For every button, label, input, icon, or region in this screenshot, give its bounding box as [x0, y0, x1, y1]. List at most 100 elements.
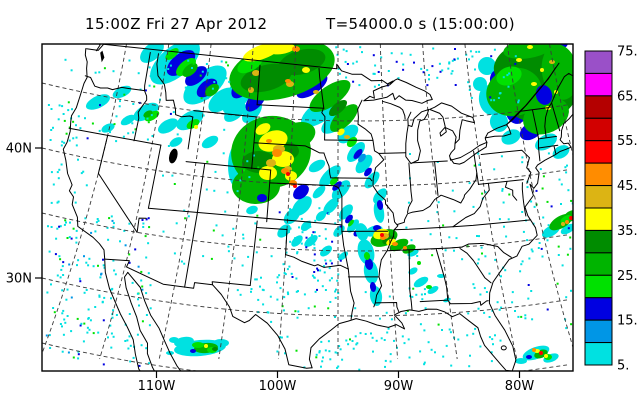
precip-speckle	[162, 174, 164, 177]
precip-speckle	[144, 89, 147, 92]
precip-speckle	[488, 272, 491, 275]
precip-speckle	[352, 347, 355, 350]
precip-speckle	[64, 58, 67, 61]
precip-speckle	[355, 60, 358, 63]
border-coast-line	[396, 172, 478, 225]
precip-speckle	[490, 99, 493, 102]
precip-speckle	[270, 255, 273, 258]
precip-blob	[213, 339, 229, 347]
precip-speckle	[376, 290, 378, 293]
border-coast-line	[393, 226, 454, 231]
precip-speckle	[94, 306, 97, 308]
precip-blob	[348, 219, 354, 227]
precip-speckle	[558, 178, 561, 181]
precip-speckle	[352, 80, 355, 83]
precip-speckle	[58, 104, 61, 107]
precip-speckle	[505, 235, 508, 238]
precip-speckle	[321, 285, 324, 288]
precip-speckle	[109, 324, 112, 327]
precip-speckle	[210, 257, 213, 260]
precip-speckle	[507, 218, 510, 221]
border-coast-line	[256, 64, 261, 106]
precip-speckle	[50, 201, 53, 204]
precip-speckle	[129, 344, 132, 347]
colorbar-cell	[584, 319, 613, 344]
precip-speckle	[80, 322, 83, 325]
puget-sound-detail	[100, 50, 105, 63]
precip-speckle	[213, 139, 216, 142]
precip-speckle	[519, 270, 522, 273]
precip-speckle	[501, 188, 504, 190]
precip-speckle	[328, 267, 331, 270]
precip-speckle	[68, 139, 71, 142]
precip-speckle	[247, 255, 250, 258]
precip-speckle	[206, 97, 209, 100]
precip-speckle	[339, 348, 342, 351]
precip-speckle	[415, 293, 418, 296]
precip-speckle	[132, 103, 135, 105]
precip-speckle	[62, 333, 65, 336]
precip-speckle	[90, 231, 93, 234]
precip-speckle	[522, 230, 525, 233]
precip-speckle	[77, 353, 80, 356]
precip-blob	[330, 104, 358, 132]
precip-speckle	[335, 288, 337, 291]
precip-speckle	[180, 260, 183, 263]
precip-speckle	[316, 288, 318, 291]
precip-speckle	[209, 68, 212, 71]
precip-speckle	[77, 350, 80, 353]
precip-speckle	[172, 111, 175, 114]
precip-speckle	[92, 265, 95, 268]
precip-speckle	[49, 347, 52, 349]
precip-speckle	[59, 258, 62, 261]
precip-speckle	[58, 225, 61, 228]
precip-speckle	[511, 301, 514, 304]
precip-speckle	[61, 140, 64, 143]
precip-speckle	[183, 262, 186, 265]
precip-speckle	[148, 66, 151, 69]
precip-speckle	[455, 237, 458, 240]
precip-speckle	[560, 183, 563, 186]
precip-speckle	[291, 276, 294, 278]
precip-speckle	[406, 309, 409, 312]
precip-speckle	[507, 85, 510, 88]
precip-speckle	[68, 263, 71, 266]
precip-speckle	[445, 344, 448, 347]
precip-speckle	[212, 229, 215, 232]
precip-speckle	[287, 293, 290, 296]
precip-speckle	[359, 46, 362, 49]
border-coast-line	[378, 152, 406, 154]
precip-speckle	[503, 225, 505, 228]
precip-speckle	[250, 290, 252, 293]
precip-blob	[535, 85, 553, 105]
border-coast-line	[374, 302, 400, 312]
precip-speckle	[395, 60, 398, 63]
precip-speckle	[242, 237, 245, 240]
precip-speckle	[171, 174, 174, 177]
precip-blob	[266, 139, 272, 143]
precip-speckle	[191, 67, 193, 69]
precip-speckle	[278, 274, 281, 277]
precip-speckle	[86, 331, 89, 334]
precip-speckle	[69, 221, 71, 224]
precip-speckle	[67, 109, 70, 112]
colorbar-label: 15.	[617, 314, 638, 329]
precip-speckle	[53, 311, 56, 314]
precip-speckle	[102, 264, 105, 267]
precip-blob	[515, 358, 527, 364]
precip-speckle	[295, 290, 298, 293]
precip-speckle	[531, 318, 534, 321]
precip-speckle	[471, 55, 474, 58]
precip-blob	[427, 286, 439, 294]
precip-speckle	[112, 259, 115, 262]
precip-speckle	[326, 250, 329, 253]
precip-blob	[364, 258, 374, 270]
border-coast-line	[357, 108, 374, 141]
precip-speckle	[223, 128, 226, 131]
precip-speckle	[134, 128, 137, 131]
precip-speckle	[260, 276, 262, 279]
precip-blob	[527, 45, 533, 49]
precip-speckle	[453, 249, 455, 252]
border-coast-line	[363, 78, 433, 104]
